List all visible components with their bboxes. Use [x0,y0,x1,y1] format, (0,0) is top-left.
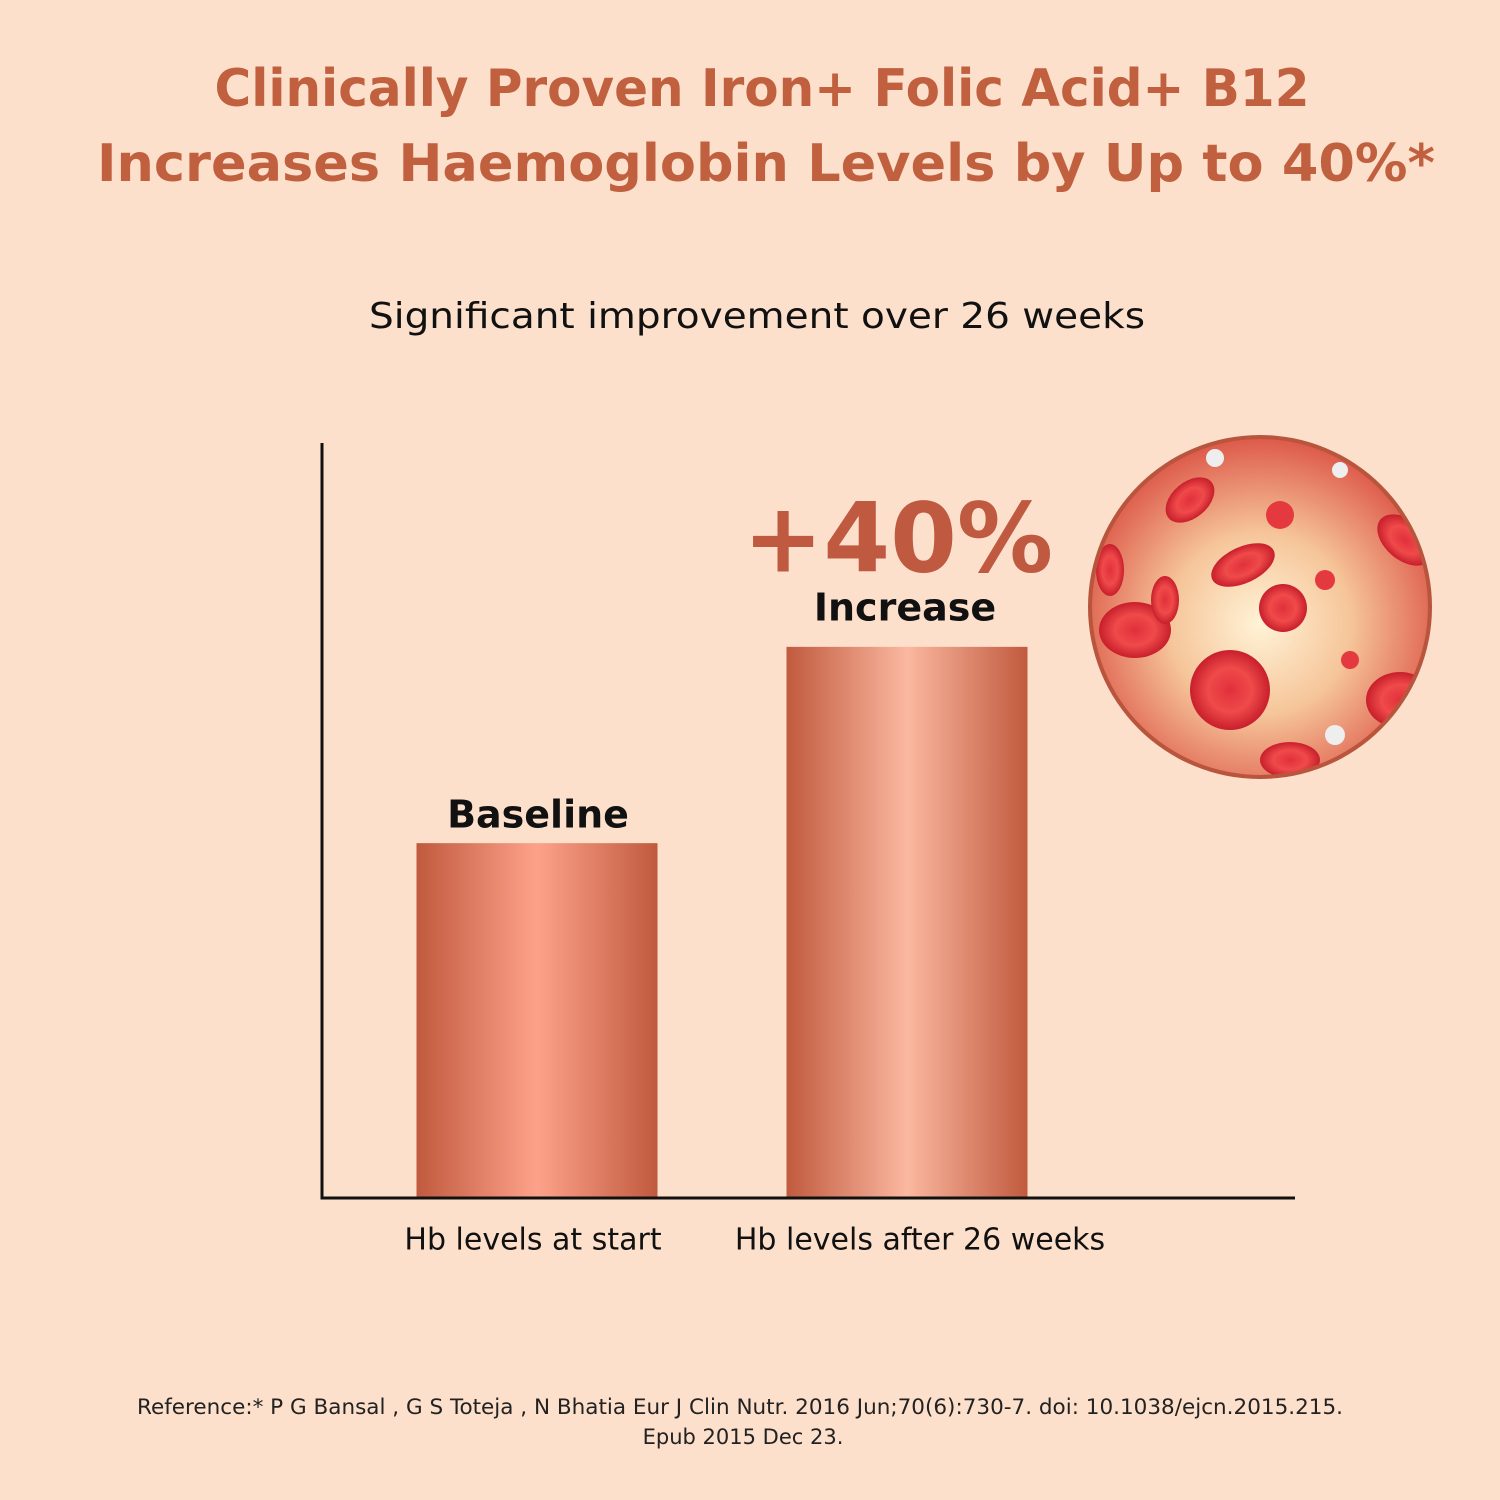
bar [786,646,1028,1198]
title-line: Clinically Proven Iron+ Folic Acid+ B12 [215,59,1310,119]
annotation: +40% [743,482,1053,594]
x-tick-label: Hb levels at start [404,1223,661,1258]
reference: Epub 2015 Dec 23. [643,1425,844,1449]
reference: Reference:* P G Bansal , G S Toteja , N … [137,1395,1343,1419]
annotation: Increase [814,586,996,630]
annotation: Baseline [447,793,629,837]
bar [416,843,658,1198]
subtitle: Significant improvement over 26 weeks [369,296,1145,337]
x-tick-label: Hb levels after 26 weeks [735,1223,1105,1258]
title-line: Increases Haemoglobin Levels by Up to 40… [97,134,1435,194]
blood-cells-illustration [1088,435,1432,779]
